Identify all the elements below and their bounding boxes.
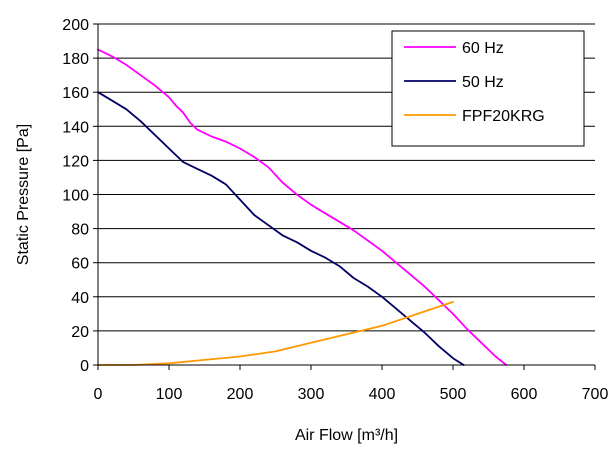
legend-label-3: FPF20KRG bbox=[462, 108, 545, 125]
y-tick-label-200: 200 bbox=[62, 17, 89, 34]
tick-labels: 0 20 40 60 80 100 120 140 160 180 200 0 100 200 300 400… bbox=[62, 17, 608, 403]
x-tick-label-0: 0 bbox=[94, 386, 103, 403]
y-tick-label-100: 100 bbox=[62, 188, 89, 205]
y-tick-label-160: 160 bbox=[62, 85, 89, 102]
series-line-3 bbox=[97, 300, 454, 366]
x-tick-label-700: 700 bbox=[582, 386, 609, 403]
legend-label-2: 50 Hz bbox=[462, 74, 504, 91]
y-tick-label-140: 140 bbox=[62, 119, 89, 136]
x-tick-label-400: 400 bbox=[369, 386, 396, 403]
x-tick-label-500: 500 bbox=[440, 386, 467, 403]
x-tick-label-100: 100 bbox=[156, 386, 183, 403]
legend-box bbox=[391, 30, 585, 147]
axes bbox=[93, 23, 596, 370]
y-tick-label-0: 0 bbox=[80, 358, 89, 375]
y-tick-label-180: 180 bbox=[62, 51, 89, 68]
x-tick-label-300: 300 bbox=[298, 386, 325, 403]
series-lines bbox=[97, 48, 508, 366]
y-tick-label-60: 60 bbox=[71, 256, 89, 273]
y-tick-label-40: 40 bbox=[71, 290, 89, 307]
legend: 60 Hz 50 Hz FPF20KRG bbox=[391, 30, 585, 147]
legend-label-1: 60 Hz bbox=[462, 40, 504, 57]
series-line-2 bbox=[97, 91, 465, 366]
x-tick-label-600: 600 bbox=[511, 386, 538, 403]
x-axis-title: Air Flow [m³/h] bbox=[295, 427, 398, 444]
y-tick-label-20: 20 bbox=[71, 324, 89, 341]
y-tick-label-80: 80 bbox=[71, 222, 89, 239]
y-axis-title: Static Pressure [Pa] bbox=[15, 124, 32, 265]
series-line-1 bbox=[97, 48, 508, 366]
x-tick-label-200: 200 bbox=[227, 386, 254, 403]
y-tick-label-120: 120 bbox=[62, 153, 89, 170]
